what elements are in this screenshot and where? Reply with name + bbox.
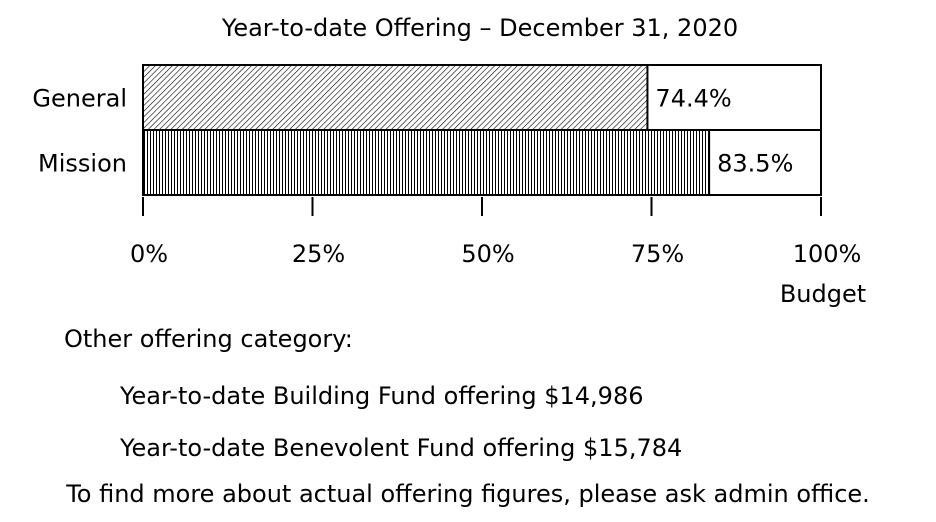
value-label-general: 74.4% <box>655 85 731 113</box>
category-label-mission: Mission <box>38 150 127 178</box>
x-tick-label: 75% <box>631 240 684 268</box>
bar-mission <box>142 129 711 196</box>
bar-general <box>142 64 649 131</box>
x-tick-label: 50% <box>461 240 514 268</box>
value-label-mission: 83.5% <box>717 150 793 178</box>
x-axis-label: Budget <box>780 280 866 308</box>
footer-note: To find more about actual offering figur… <box>66 480 870 508</box>
x-tick-label: 0% <box>130 240 168 268</box>
chart-title: Year-to-date Offering – December 31, 202… <box>221 14 739 42</box>
category-label-general: General <box>32 85 127 113</box>
x-tick-label: 100% <box>793 240 862 268</box>
other-offering-heading: Other offering category: <box>64 325 353 353</box>
bar-chart: General 74.4% Mission 83.5% 0% 25% 50% 75% 100%… <box>32 64 866 308</box>
benevolent-fund-text: Year-to-date Benevolent Fund offering $1… <box>120 434 683 462</box>
x-tick-label: 25% <box>292 240 345 268</box>
building-fund-text: Year-to-date Building Fund offering $14,… <box>120 382 644 410</box>
